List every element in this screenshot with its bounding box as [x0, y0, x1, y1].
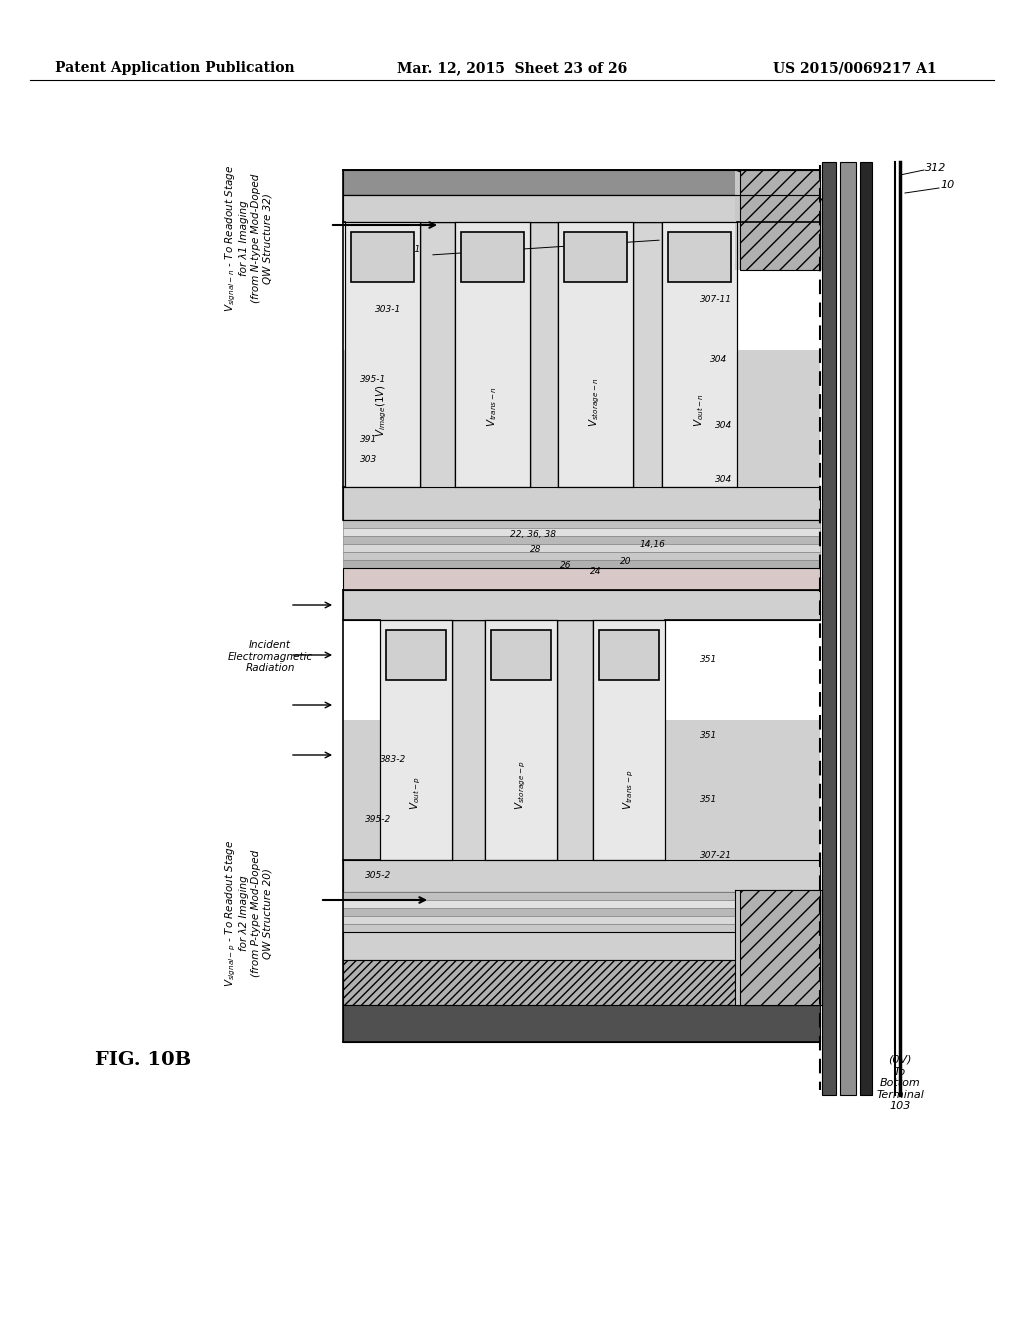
Bar	[343, 195, 820, 222]
Bar	[343, 719, 820, 861]
Text: $V_{out-p}$: $V_{out-p}$	[409, 776, 423, 810]
Text: $V_{image}(1V)$: $V_{image}(1V)$	[375, 384, 389, 437]
Bar	[740, 890, 820, 1005]
Text: $V_{signal-p}$ - To Readout Stage
for λ2 Imaging
(from P-type Mod-Doped
QW Struc: $V_{signal-p}$ - To Readout Stage for λ2…	[223, 840, 272, 987]
Text: FIG. 10B: FIG. 10B	[95, 1051, 191, 1069]
Bar	[822, 162, 836, 1096]
Bar	[461, 232, 524, 282]
Text: 304: 304	[715, 475, 732, 484]
Bar	[452, 620, 485, 892]
Bar	[343, 1005, 820, 1041]
Bar	[343, 552, 820, 560]
Text: 14,16: 14,16	[640, 540, 666, 549]
Text: $V_{trans-n}$: $V_{trans-n}$	[485, 387, 499, 426]
Text: $V_{out-n}$: $V_{out-n}$	[692, 393, 706, 426]
Text: 395-2: 395-2	[365, 816, 391, 825]
Bar	[455, 222, 530, 487]
Bar	[343, 900, 820, 908]
Text: 303-1: 303-1	[375, 305, 401, 314]
Bar	[343, 544, 820, 552]
Text: 307-21: 307-21	[700, 850, 732, 859]
Text: $V_{OD-n}$: $V_{OD-n}$	[760, 227, 798, 243]
Bar	[558, 222, 633, 487]
Bar	[343, 861, 820, 892]
Bar	[343, 170, 820, 195]
Bar	[343, 568, 820, 590]
Text: 395-1: 395-1	[360, 375, 386, 384]
Text: $V_{storage-n}$: $V_{storage-n}$	[588, 378, 602, 426]
Bar	[633, 222, 662, 520]
Text: 307-1: 307-1	[690, 260, 716, 269]
Bar	[380, 620, 452, 861]
Text: 351: 351	[700, 796, 717, 804]
Bar	[343, 350, 820, 487]
Text: 391: 391	[360, 436, 377, 445]
Bar	[840, 162, 856, 1096]
Bar	[343, 908, 820, 916]
Bar	[343, 560, 820, 568]
Text: 308-1: 308-1	[395, 246, 421, 255]
Bar	[662, 222, 737, 487]
Bar	[740, 170, 820, 271]
Bar	[593, 620, 665, 861]
Text: 383-2: 383-2	[380, 755, 407, 764]
Bar	[599, 630, 659, 680]
Text: 20: 20	[620, 557, 632, 566]
Bar	[485, 620, 557, 861]
Bar	[343, 916, 820, 924]
Text: 22, 36, 38: 22, 36, 38	[510, 531, 556, 540]
Polygon shape	[735, 890, 822, 1005]
Text: 307-11: 307-11	[700, 296, 732, 305]
Text: 24: 24	[590, 568, 601, 577]
Text: Incident
Electromagnetic
Radiation: Incident Electromagnetic Radiation	[227, 640, 312, 673]
Text: $V_{OD-p}$: $V_{OD-p}$	[760, 896, 798, 913]
Bar	[557, 620, 593, 892]
Bar	[343, 924, 820, 932]
Text: Mar. 12, 2015  Sheet 23 of 26: Mar. 12, 2015 Sheet 23 of 26	[397, 61, 627, 75]
Bar	[860, 162, 872, 1096]
Text: Patent Application Publication: Patent Application Publication	[55, 61, 295, 75]
Bar	[343, 892, 820, 900]
Text: 351: 351	[700, 730, 717, 739]
Text: $V_{trans-p}$: $V_{trans-p}$	[622, 770, 636, 810]
Text: 351: 351	[700, 656, 717, 664]
Bar	[343, 528, 820, 536]
Bar	[420, 222, 455, 520]
Text: 26: 26	[560, 561, 571, 569]
Bar	[564, 232, 627, 282]
Bar	[343, 590, 820, 620]
Bar	[343, 960, 820, 1005]
Text: $V_{storage-p}$: $V_{storage-p}$	[514, 760, 528, 810]
Bar	[343, 536, 820, 544]
Text: 303: 303	[360, 455, 377, 465]
Bar	[530, 222, 558, 520]
Text: $V_{signal-n}$ - To Readout Stage
for λ1 Imaging
(from N-type Mod-Doped
QW Struc: $V_{signal-n}$ - To Readout Stage for λ1…	[223, 165, 272, 312]
Text: 10: 10	[940, 180, 954, 190]
Bar	[345, 222, 420, 487]
Bar	[343, 487, 820, 520]
Text: 304: 304	[715, 421, 732, 429]
Bar	[668, 232, 731, 282]
Polygon shape	[735, 170, 822, 271]
Bar	[490, 630, 551, 680]
Text: 28: 28	[530, 545, 542, 554]
Text: (0V)
To
Bottom
Terminal
103: (0V) To Bottom Terminal 103	[877, 1055, 924, 1111]
Bar	[343, 932, 820, 960]
Text: US 2015/0069217 A1: US 2015/0069217 A1	[773, 61, 937, 75]
Bar	[386, 630, 446, 680]
Text: 305-2: 305-2	[365, 870, 391, 879]
Text: 312: 312	[925, 162, 946, 173]
Bar	[343, 520, 820, 528]
Bar	[351, 232, 414, 282]
Text: 304: 304	[710, 355, 727, 364]
